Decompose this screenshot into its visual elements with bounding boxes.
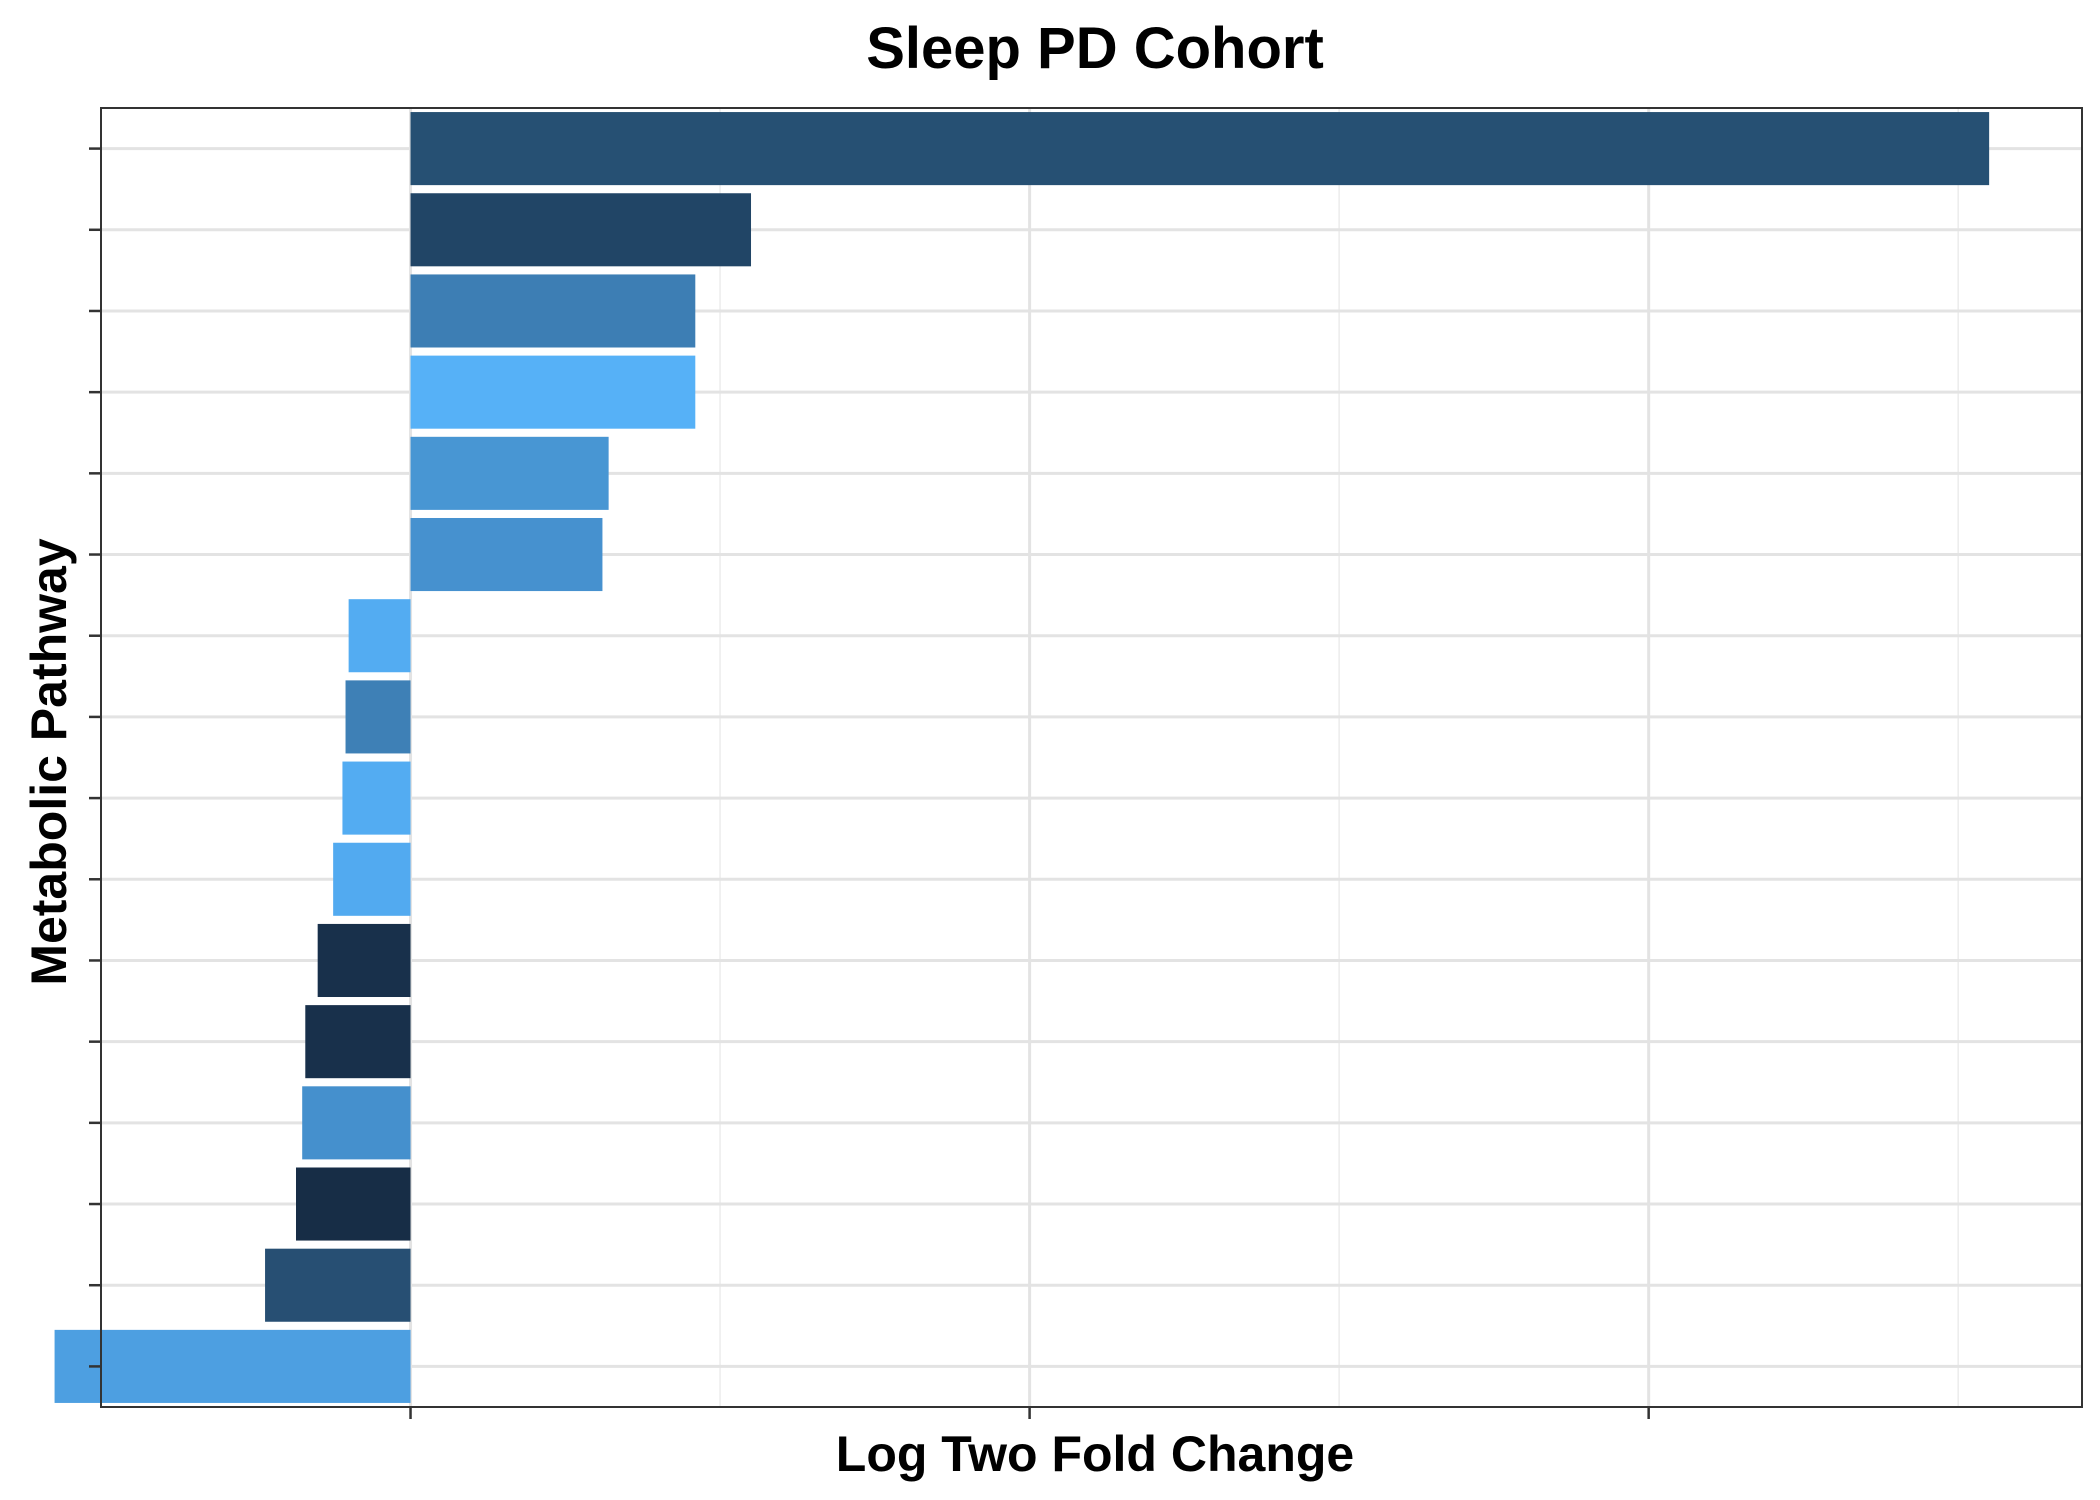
bar [305,1005,411,1079]
x-axis-title: Log Two Fold Change [836,1426,1354,1482]
bar [410,274,696,348]
bar [410,112,1990,186]
bar [410,517,603,592]
bar [348,599,411,673]
bar [317,923,411,998]
tick-layer [89,147,1650,1419]
bar [410,193,752,267]
bar [345,680,411,754]
bar [342,761,411,835]
chart-title: Sleep PD Cohort [866,16,1324,81]
bar [333,842,411,916]
bar-layer [54,112,1990,1403]
y-axis-title: Metabolic Pathway [21,538,77,986]
bar [265,1248,411,1322]
bar [410,355,696,429]
bar [54,1329,411,1403]
bar [296,1167,411,1241]
bar [302,1086,411,1160]
bar [410,436,609,510]
panel-border [100,107,2083,1408]
